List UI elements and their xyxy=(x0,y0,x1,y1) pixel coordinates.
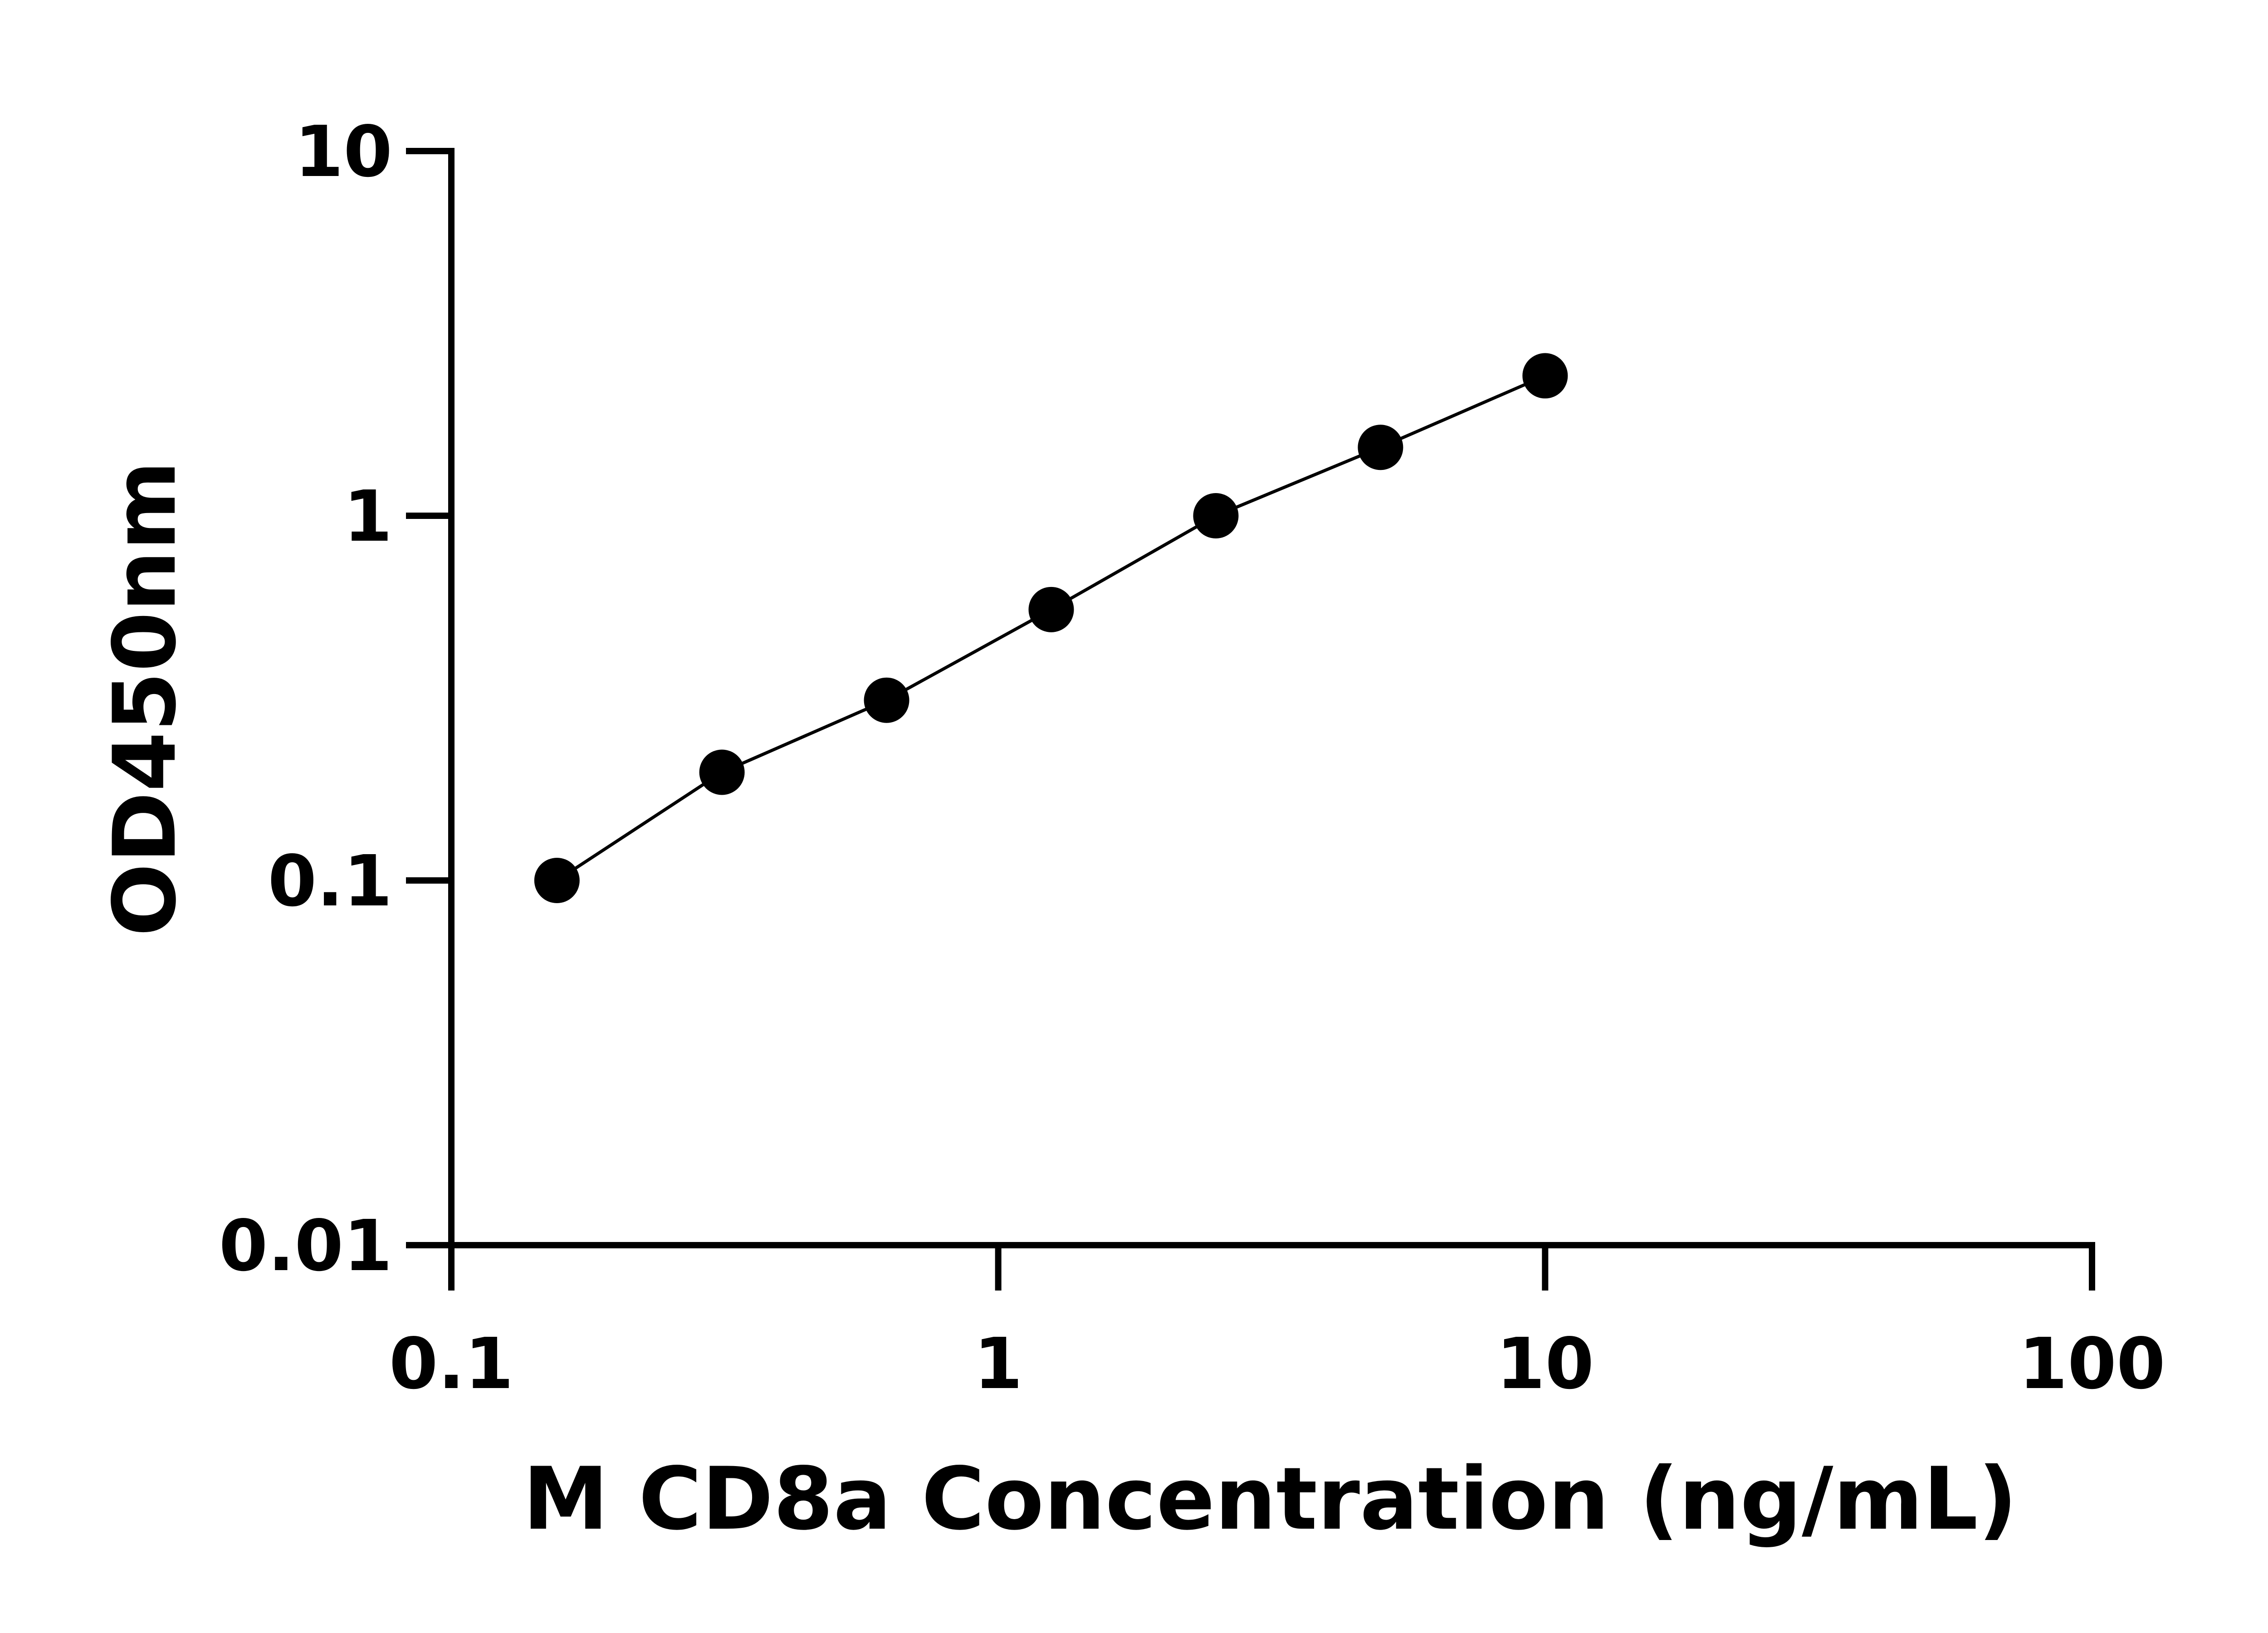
x-tick-label: 1 xyxy=(974,1323,1023,1405)
y-tick-label: 1 xyxy=(343,475,392,557)
data-point xyxy=(1522,353,1568,399)
series xyxy=(534,353,1568,903)
axes: 0.01 0.1 1 10 0.1 1 10 100 xyxy=(219,111,2165,1405)
x-axis-title: M CD8a Concentration (ng/mL) xyxy=(523,1449,2018,1549)
data-point xyxy=(864,677,909,723)
x-tick-label: 10 xyxy=(1496,1323,1594,1405)
x-tick-label: 0.1 xyxy=(389,1323,514,1405)
y-axis-title: OD450nm xyxy=(95,460,195,936)
data-point xyxy=(1193,493,1239,538)
y-tick-label: 0.1 xyxy=(268,840,392,922)
y-tick-label: 10 xyxy=(294,111,392,193)
data-point xyxy=(1028,587,1074,632)
data-point xyxy=(1358,425,1403,470)
y-tick-label: 0.01 xyxy=(219,1205,392,1287)
data-point xyxy=(534,858,580,903)
data-point xyxy=(699,749,745,795)
x-tick-label: 100 xyxy=(2019,1323,2165,1405)
